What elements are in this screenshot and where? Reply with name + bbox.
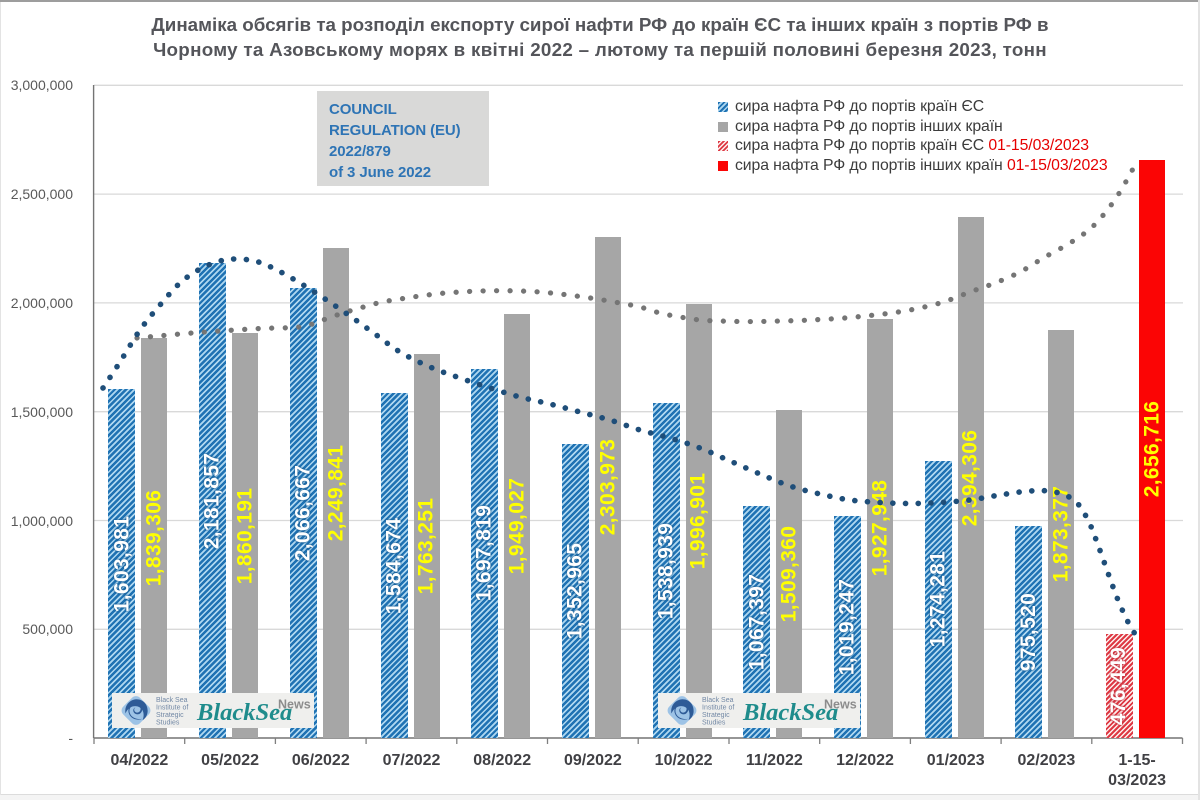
- svg-text:Strategic: Strategic: [156, 712, 184, 719]
- svg-text:Studies: Studies: [702, 720, 726, 727]
- svg-text:Institute of: Institute of: [702, 705, 734, 712]
- svg-text:News: News: [278, 698, 311, 712]
- svg-text:Black Sea: Black Sea: [156, 697, 188, 704]
- svg-text:Studies: Studies: [156, 720, 180, 727]
- svg-text:Black Sea: Black Sea: [702, 697, 734, 704]
- svg-text:BlackSea: BlackSea: [742, 699, 838, 726]
- svg-text:BlackSea: BlackSea: [196, 699, 292, 726]
- svg-text:Institute of: Institute of: [156, 705, 188, 712]
- svg-text:News: News: [824, 698, 857, 712]
- svg-text:Strategic: Strategic: [702, 712, 730, 719]
